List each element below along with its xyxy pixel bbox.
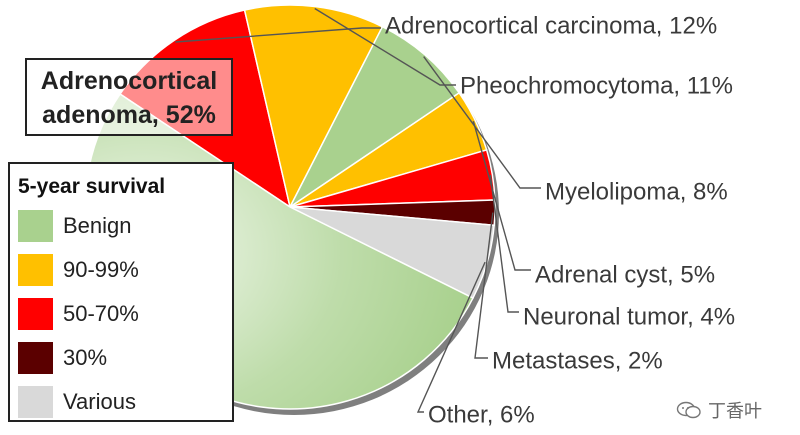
leader-line-myelolipoma — [423, 56, 541, 189]
callout-adrenal-cyst: Adrenal cyst, 5% — [535, 261, 715, 288]
callout-metastases: Metastases, 2% — [492, 347, 663, 374]
legend-swatch — [18, 342, 53, 374]
leader-line-pheochromocytoma — [314, 7, 456, 86]
legend-label: 50-70% — [63, 301, 139, 326]
adenoma-callout-box: Adrenocortical adenoma, 52% — [25, 58, 233, 136]
leader-line-metastases — [474, 212, 494, 359]
adenoma-callout-line-2: adenoma, 52% — [42, 101, 216, 129]
adenoma-callout-line-1: Adrenocortical — [40, 67, 218, 95]
wechat-icon — [676, 401, 701, 419]
leader-line-adrenocortical-carcinoma — [175, 27, 381, 43]
leader-line-neuronal-tumor — [489, 174, 519, 313]
legend-swatch — [18, 254, 53, 286]
legend-label: Various — [63, 389, 136, 414]
legend: 5-year survival Benign 90-99% 50-70% 30%… — [8, 162, 234, 422]
watermark-text: 丁香叶 — [708, 401, 762, 422]
watermark: 丁香叶 — [676, 397, 762, 423]
callout-myelolipoma: Myelolipoma, 8% — [545, 178, 728, 205]
callout-labels: Adrenocortical carcinoma, 12% Pheochromoc… — [385, 12, 735, 428]
legend-label: 30% — [63, 345, 108, 370]
legend-title: 5-year survival — [18, 175, 166, 198]
legend-item-30: 30% — [18, 336, 232, 380]
pie-slice-pheochromocytoma — [243, 4, 384, 210]
legend-swatch — [18, 298, 53, 330]
legend-swatch — [18, 210, 53, 242]
callout-leaders — [175, 7, 541, 413]
legend-label: Benign — [63, 213, 132, 238]
legend-item-50-70: 50-70% — [18, 292, 232, 336]
legend-swatch — [18, 386, 53, 418]
leader-line-other — [416, 261, 486, 413]
callout-other: Other, 6% — [428, 401, 535, 428]
pie-slice-myelolipoma — [289, 25, 461, 208]
callout-adrenocortical-carcinoma: Adrenocortical carcinoma, 12% — [385, 12, 717, 39]
callout-pheochromocytoma: Pheochromocytoma, 11% — [460, 72, 733, 99]
callout-neuronal-tumor: Neuronal tumor, 4% — [523, 303, 735, 330]
legend-item-90-99: 90-99% — [18, 248, 232, 292]
legend-item-various: Various — [18, 380, 232, 424]
legend-label: 90-99% — [63, 257, 139, 282]
legend-item-benign: Benign — [18, 204, 232, 248]
leader-line-adrenal-cyst — [472, 121, 531, 271]
